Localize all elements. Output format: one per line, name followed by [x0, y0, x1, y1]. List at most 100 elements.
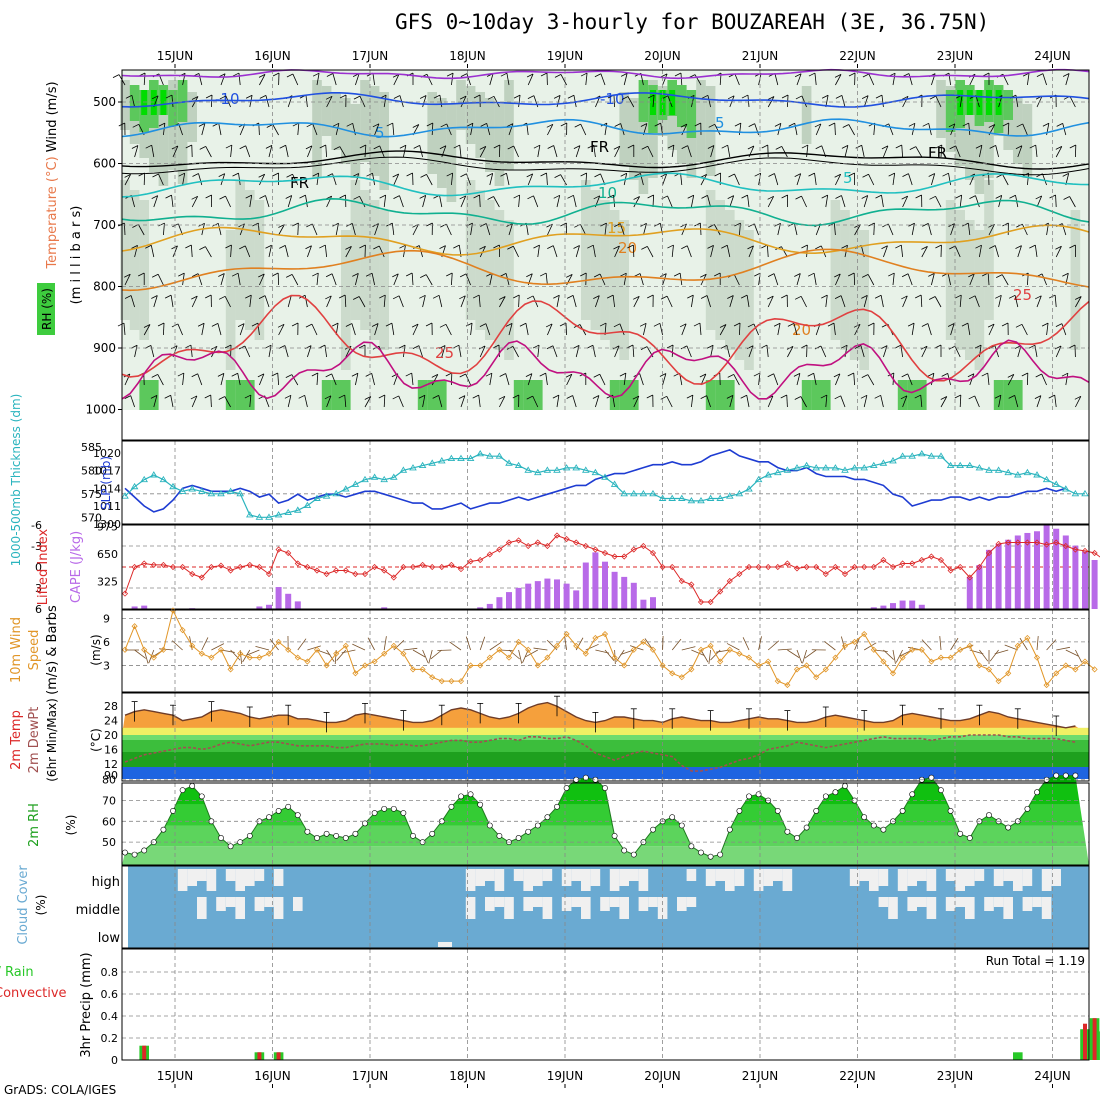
wind-barb — [671, 145, 675, 158]
wind-barb — [900, 245, 903, 258]
wind-barb — [827, 322, 835, 327]
wind-barb — [325, 373, 332, 378]
wind-barb — [834, 395, 841, 400]
wind-barb — [284, 245, 289, 258]
rh-point — [957, 830, 964, 837]
wind-barb — [654, 122, 661, 127]
wind-barb — [679, 323, 687, 328]
wind-barb-10m — [326, 649, 335, 662]
wind-barb — [883, 145, 889, 158]
wind-barb — [460, 173, 467, 178]
rh-point — [122, 849, 128, 856]
rh-band — [945, 200, 956, 340]
wind-barb — [182, 273, 185, 286]
lifted-index-point — [1014, 539, 1021, 546]
precip-legend-1: Total / Rain — [0, 965, 34, 980]
rh-point — [294, 812, 301, 818]
wind-barb — [781, 94, 789, 99]
wind-barb — [840, 395, 846, 408]
lifted-index-point — [265, 570, 273, 578]
temp-band — [122, 767, 1089, 779]
lifted-index-point — [985, 549, 993, 557]
wind-barb — [359, 144, 367, 149]
thickness-point — [802, 461, 811, 469]
lifted-index-point — [803, 563, 810, 571]
lifted-index-point — [390, 574, 397, 581]
wind-barb — [621, 96, 629, 100]
thickness-point — [380, 475, 388, 483]
rh-tick-label: 60 — [102, 815, 116, 828]
wind-barb — [666, 396, 673, 408]
rh-point — [218, 835, 224, 841]
wind-speed-point — [621, 662, 628, 669]
wind-barb — [419, 195, 426, 199]
wind-barb — [767, 96, 775, 100]
wind-barb — [287, 195, 293, 208]
wind-barb — [546, 123, 554, 128]
wind-barb-10m — [564, 636, 567, 651]
wind-barb — [573, 195, 577, 208]
lifted-index-point — [467, 558, 474, 565]
wind-barb — [445, 372, 452, 377]
wind-barb — [319, 144, 326, 149]
wind-barb — [880, 345, 888, 349]
wind-barb — [433, 94, 441, 99]
contour-label: 15 — [607, 219, 626, 237]
wind-barb — [479, 194, 481, 208]
wind-barb — [359, 244, 366, 249]
wind-barb — [386, 122, 393, 127]
wind-speed-point — [534, 662, 541, 669]
lifted-index-point — [496, 546, 503, 553]
wind-barb — [264, 344, 272, 349]
thickness-point — [927, 452, 936, 459]
rh-band — [331, 380, 341, 410]
rh-band — [821, 380, 831, 410]
wind-barb — [922, 223, 929, 227]
cape-bar — [266, 604, 272, 609]
wind-barb — [873, 123, 876, 136]
wind-barb — [699, 323, 702, 336]
thickness-point — [217, 489, 225, 497]
lifted-index-point — [717, 588, 724, 595]
wind-barb — [888, 272, 895, 277]
wind-barb — [278, 224, 285, 236]
wind-speed-point — [659, 662, 666, 669]
wind-barb — [987, 273, 990, 286]
wind-barb — [426, 122, 434, 127]
wind-barb — [393, 273, 399, 286]
wind-barb — [787, 346, 794, 358]
wind-barb — [412, 345, 420, 349]
wind-barb — [259, 174, 266, 186]
wind-barb — [460, 95, 467, 108]
wind-barb — [1062, 123, 1067, 136]
wind-barb — [545, 323, 553, 328]
cape-bar — [285, 593, 292, 609]
wind-barb — [480, 123, 487, 127]
x-tick-label: 23JUN — [937, 49, 974, 63]
wind-barb — [874, 394, 881, 399]
wind-barb — [217, 372, 225, 377]
rh-point — [477, 801, 484, 808]
wind-speed-point — [909, 646, 916, 653]
wind-tick-label: 3 — [103, 659, 110, 672]
rh-band — [187, 92, 197, 142]
rh-band — [1003, 92, 1013, 150]
rh-point — [198, 793, 205, 800]
wind-barb — [931, 273, 935, 286]
cloud-middle — [609, 897, 620, 907]
wind-barb — [593, 273, 601, 278]
wind-barb — [673, 272, 681, 277]
rh-band — [830, 200, 841, 340]
wind-speed-point — [457, 678, 465, 685]
wind-barb — [124, 174, 131, 178]
wind-speed-point — [765, 658, 772, 665]
wind-barb — [540, 172, 547, 177]
wind-barb — [841, 144, 849, 149]
wind-barb — [391, 323, 395, 336]
rh-point — [928, 774, 935, 781]
wind-barb — [252, 222, 259, 227]
rh-band — [129, 190, 140, 330]
wind-speed-point — [755, 662, 762, 669]
thickness-point — [399, 466, 408, 473]
wind-barb — [485, 372, 493, 377]
